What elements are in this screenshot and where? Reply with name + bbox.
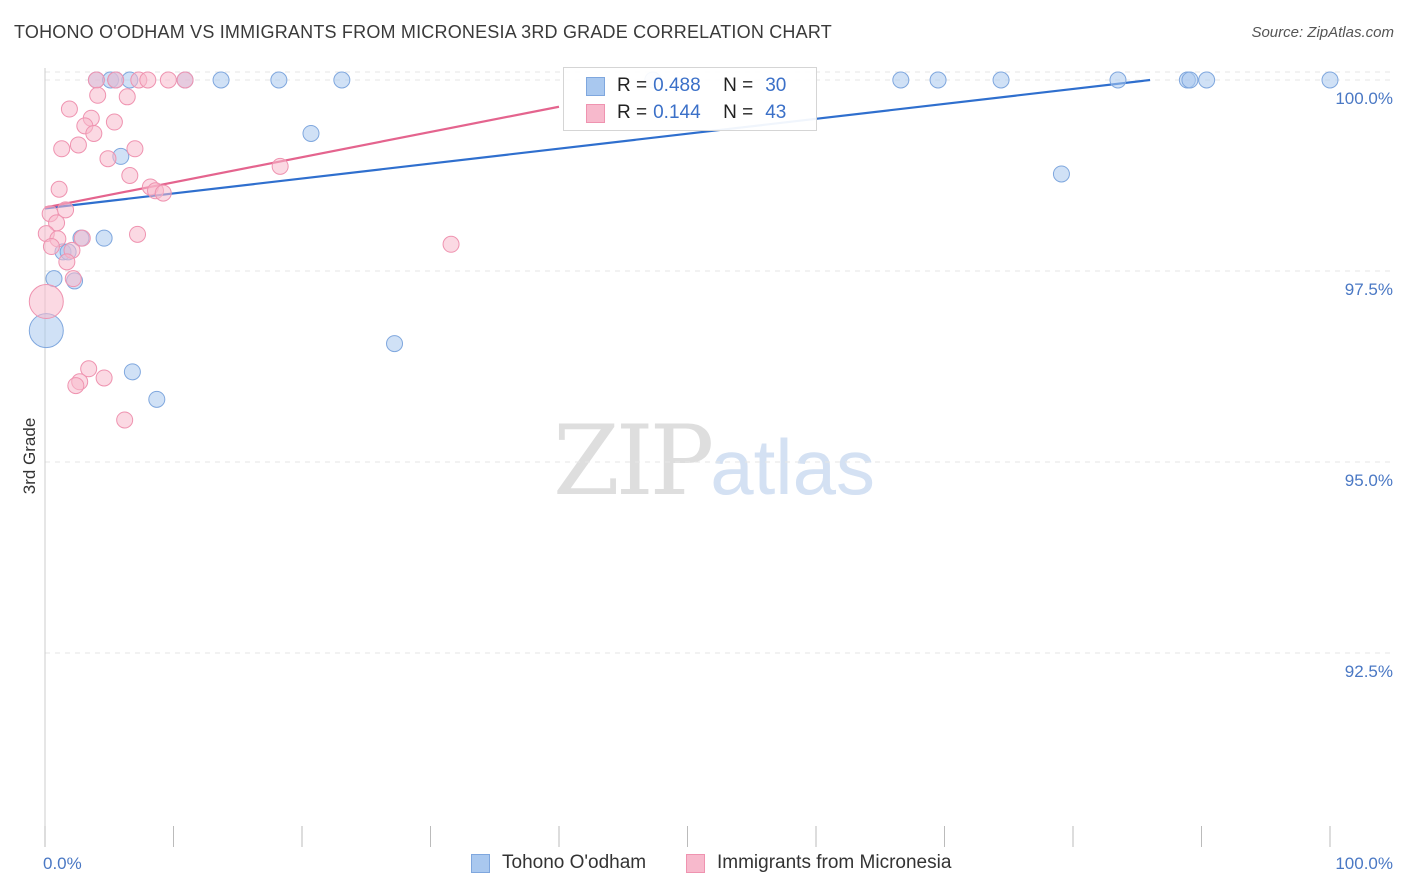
tohono-point — [929, 71, 947, 89]
micronesia-point — [154, 184, 172, 202]
micronesia-point — [139, 71, 157, 89]
watermark: ZIPatlas — [553, 405, 875, 517]
x-tick-label: 0.0% — [43, 854, 82, 873]
y-axis-title: 3rd Grade — [20, 418, 39, 495]
n-label: N = — [723, 102, 754, 123]
tohono-point — [212, 71, 230, 89]
stats-legend: R = 0.488 N = 30 R = 0.144 N = 43 — [563, 67, 817, 131]
blue-swatch — [586, 76, 605, 96]
tohono-point — [270, 71, 288, 89]
x-tick-label: 100.0% — [1335, 854, 1393, 873]
micronesia-point — [69, 136, 87, 154]
axes — [44, 68, 1331, 847]
micronesia-point — [176, 71, 194, 89]
tohono-point — [1109, 71, 1127, 89]
y-tick-label: 92.5% — [1345, 662, 1393, 681]
micronesia-point — [87, 71, 105, 89]
stats-legend-row-1: R = 0.488 N = 30 — [586, 73, 786, 99]
micronesia-point — [50, 180, 68, 198]
tohono-point — [123, 363, 141, 381]
micronesia-point — [95, 369, 113, 387]
r-label: R = — [617, 102, 648, 123]
micronesia-trend-line — [44, 105, 560, 209]
micronesia-point — [129, 225, 147, 243]
bottom-legend-label: Immigrants from Micronesia — [717, 852, 952, 873]
y-tick-label: 95.0% — [1345, 471, 1393, 490]
micronesia-point — [107, 71, 125, 89]
micronesia-point — [42, 238, 60, 256]
micronesia-point — [121, 167, 139, 184]
micronesia-point — [442, 235, 460, 253]
micronesia-point — [99, 150, 117, 168]
tohono-point — [1052, 165, 1070, 183]
tohono-point — [333, 71, 351, 89]
axis-labels: 100.0% 97.5% 95.0% 92.5% 0.0% 100.0% 3rd Grade — [20, 89, 1393, 873]
micronesia-point — [80, 360, 98, 378]
bottom-legend-item-1: Tohono O'odham — [471, 852, 646, 874]
n-value: 43 — [765, 102, 787, 123]
tohono-point — [992, 71, 1010, 89]
r-value: 0.144 — [653, 102, 701, 123]
data-points — [28, 71, 1339, 429]
tohono-point — [302, 124, 320, 142]
tohono-point — [1198, 71, 1216, 89]
tohono-point — [95, 229, 113, 247]
micronesia-point — [67, 377, 85, 395]
r-value: 0.488 — [653, 75, 701, 96]
tohono-trend-line — [44, 78, 1151, 210]
source-label: Source: ZipAtlas.com — [1251, 24, 1394, 41]
blue-swatch — [471, 853, 490, 873]
watermark-zip: ZIP — [553, 405, 714, 517]
micronesia-point — [118, 88, 136, 106]
micronesia-point — [85, 124, 103, 142]
micronesia-point — [126, 140, 144, 158]
pink-swatch — [586, 103, 605, 123]
watermark-atlas: atlas — [710, 423, 875, 511]
tohono-point — [1181, 71, 1199, 89]
micronesia-point — [271, 157, 289, 175]
micronesia-point — [116, 411, 134, 429]
micronesia-point — [73, 229, 91, 247]
tohono-point — [1321, 71, 1339, 89]
r-label: R = — [617, 75, 648, 96]
bottom-legend-item-2: Immigrants from Micronesia — [686, 852, 951, 874]
stats-legend-row-2: R = 0.144 N = 43 — [586, 100, 786, 126]
micronesia-point — [105, 113, 123, 131]
y-tick-label: 97.5% — [1345, 280, 1393, 299]
micronesia-point — [64, 270, 82, 288]
trend-lines — [44, 78, 1151, 210]
chart-title: TOHONO O'ODHAM VS IMMIGRANTS FROM MICRON… — [14, 22, 832, 42]
micronesia-point — [159, 71, 177, 89]
n-label: N = — [723, 75, 754, 96]
bottom-legend-label: Tohono O'odham — [502, 852, 647, 873]
micronesia-point — [89, 86, 107, 104]
tohono-point — [892, 71, 910, 89]
tohono-point — [386, 335, 404, 353]
n-value: 30 — [765, 75, 787, 96]
pink-swatch — [686, 853, 705, 873]
y-tick-label: 100.0% — [1335, 89, 1393, 108]
grid-lines — [45, 71, 1392, 654]
micronesia-point — [60, 100, 78, 118]
micronesia-point — [28, 284, 64, 320]
micronesia-point — [53, 140, 71, 158]
tohono-point — [148, 390, 166, 408]
micronesia-point — [58, 253, 76, 271]
